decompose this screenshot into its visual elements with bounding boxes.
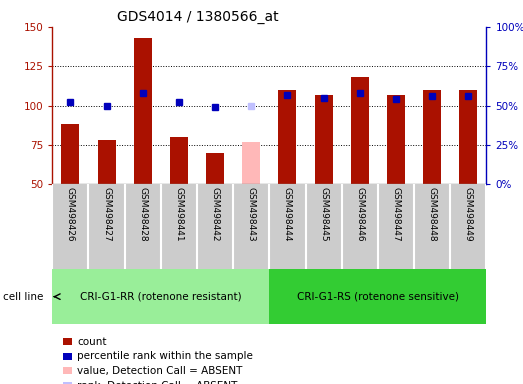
Text: GDS4014 / 1380566_at: GDS4014 / 1380566_at [117,10,279,25]
Bar [351,77,369,184]
Bar [61,124,79,184]
Text: percentile rank within the sample: percentile rank within the sample [77,351,253,361]
Bar [52,269,269,324]
Text: cell line: cell line [3,291,43,302]
Text: CRI-G1-RR (rotenone resistant): CRI-G1-RR (rotenone resistant) [80,291,242,302]
Text: GSM498448: GSM498448 [428,187,437,242]
Bar [97,140,116,184]
Bar [459,90,477,184]
Bar [423,90,441,184]
Text: GSM498446: GSM498446 [355,187,365,242]
Text: rank, Detection Call = ABSENT: rank, Detection Call = ABSENT [77,381,238,384]
Text: GSM498447: GSM498447 [391,187,401,242]
Text: GSM498444: GSM498444 [283,187,292,242]
Bar [242,142,260,184]
Bar [134,38,152,184]
Text: GSM498443: GSM498443 [247,187,256,242]
Bar [170,137,188,184]
Bar [278,90,297,184]
Bar [387,94,405,184]
Text: count: count [77,337,107,347]
Bar [269,269,486,324]
Text: GSM498428: GSM498428 [138,187,147,242]
Text: GSM498449: GSM498449 [464,187,473,242]
Bar [314,94,333,184]
Bar [206,153,224,184]
Text: CRI-G1-RS (rotenone sensitive): CRI-G1-RS (rotenone sensitive) [297,291,459,302]
Text: value, Detection Call = ABSENT: value, Detection Call = ABSENT [77,366,243,376]
Text: GSM498427: GSM498427 [102,187,111,242]
Text: GSM498426: GSM498426 [66,187,75,242]
Text: GSM498441: GSM498441 [174,187,184,242]
Text: GSM498445: GSM498445 [319,187,328,242]
Text: GSM498442: GSM498442 [211,187,220,242]
